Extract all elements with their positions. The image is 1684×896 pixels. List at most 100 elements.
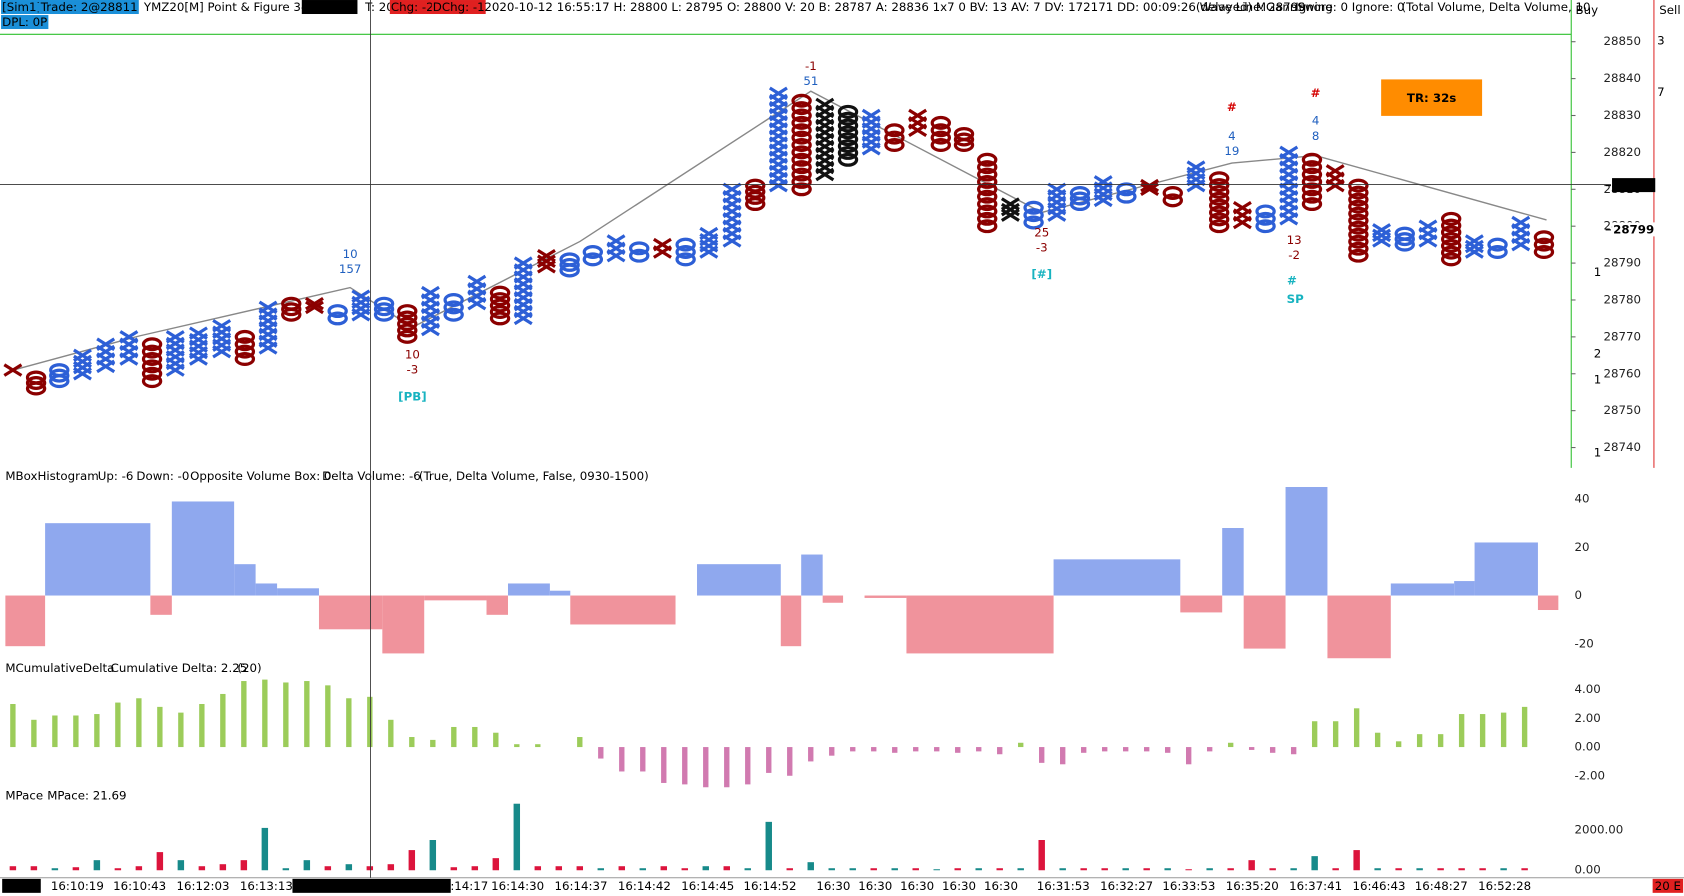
o-box <box>1487 245 1508 259</box>
pnf-column <box>489 285 511 326</box>
time-label: 16:32:27 <box>1100 879 1153 893</box>
pnf-column <box>1186 160 1206 193</box>
pace-bar <box>807 862 814 871</box>
x-box <box>722 234 742 248</box>
cumulative-bar <box>241 681 247 748</box>
buy-label: Buy <box>1576 3 1599 17</box>
x-box <box>1232 215 1252 230</box>
header-ticks: T: 20 <box>364 0 394 14</box>
pace-bar <box>9 866 17 871</box>
cumulative-bar <box>1081 747 1087 753</box>
pace-bar <box>261 827 269 871</box>
pnf-column <box>559 252 580 278</box>
pace-bar <box>1248 860 1255 871</box>
cumulative-bar <box>1018 742 1024 748</box>
o-box <box>791 152 812 167</box>
pnf-column <box>606 234 626 263</box>
o-box <box>1208 171 1230 186</box>
o-box <box>327 304 348 319</box>
pnf-column <box>815 97 835 182</box>
o-box <box>976 167 998 182</box>
o-box <box>25 376 47 390</box>
x-box <box>305 296 324 311</box>
histogram-delta: Delta Volume: -6 <box>322 469 421 483</box>
o-box <box>489 311 511 326</box>
time-label: 16:14:42 <box>618 879 671 893</box>
o-box <box>930 115 952 130</box>
x-box <box>815 167 835 182</box>
pnf-column <box>675 237 696 267</box>
time-label: Mon 2020-10-12 16:13:45 <box>295 879 449 893</box>
pace-title: MPace <box>5 789 43 803</box>
o-box <box>1440 238 1462 253</box>
pace-bar <box>1416 868 1423 871</box>
delta-box <box>1537 595 1559 611</box>
o-box <box>1394 237 1415 252</box>
pnf-column <box>513 256 533 326</box>
y-tick-label: 20 <box>1574 540 1589 554</box>
o-box <box>1208 191 1230 206</box>
cumulative-period: (20) <box>237 661 261 675</box>
cumulative-bar <box>178 712 184 748</box>
pace-bar <box>408 850 416 871</box>
delta-box <box>697 564 781 596</box>
pnf-column <box>73 348 92 381</box>
x-box <box>165 363 185 377</box>
header-trade: Trade: 2@28811 <box>40 0 138 14</box>
pnf-column <box>1232 201 1252 230</box>
o-box <box>675 245 696 259</box>
cumulative-bar <box>997 747 1003 755</box>
cumulative-bar <box>346 698 352 748</box>
pace-bar <box>93 860 101 871</box>
o-box <box>1023 215 1044 230</box>
o-box <box>791 123 812 138</box>
delta-box <box>45 523 151 596</box>
pace-bar <box>1479 868 1486 871</box>
cumulative-bar <box>1269 747 1276 753</box>
o-box <box>397 323 418 338</box>
o-box <box>1394 232 1415 247</box>
o-box <box>1348 227 1369 242</box>
pnf-column <box>1255 204 1276 234</box>
o-box <box>1440 225 1462 240</box>
pace-bar <box>1353 850 1360 871</box>
o-box <box>1348 206 1369 221</box>
x-box <box>1140 178 1160 193</box>
side-count: 1 <box>1594 372 1602 386</box>
delta-box <box>277 588 319 596</box>
o-box <box>1348 178 1369 193</box>
pnf-column <box>189 326 208 366</box>
y-tick-label: -2.00 <box>1574 768 1605 782</box>
o-box <box>234 344 256 359</box>
cumulative-bar <box>577 737 583 748</box>
pnf-column <box>1348 178 1369 263</box>
o-box <box>976 219 998 234</box>
o-box <box>141 344 163 359</box>
cumulative-bar <box>1332 721 1339 748</box>
o-box <box>397 329 418 344</box>
o-box <box>1069 197 1091 212</box>
cumulative-bar <box>1060 747 1066 765</box>
pnf-column <box>1487 237 1508 259</box>
time-label: 16:14:30 <box>491 879 544 893</box>
o-box <box>234 337 256 352</box>
cumulative-bar <box>52 715 58 748</box>
pnf-column <box>884 123 905 152</box>
o-box <box>976 174 998 189</box>
cumulative-bar <box>1039 747 1045 763</box>
pnf-column <box>373 296 395 322</box>
o-box <box>443 307 464 322</box>
x-box <box>768 178 788 193</box>
side-count: 1 <box>1594 265 1602 279</box>
o-box <box>745 190 766 205</box>
o-box <box>1255 204 1276 219</box>
delta-box <box>171 501 235 596</box>
o-box <box>25 381 47 396</box>
o-box <box>443 293 464 307</box>
cumulative-bar <box>409 737 415 748</box>
x-box <box>908 123 928 137</box>
x-box <box>1511 237 1531 252</box>
o-box <box>629 241 650 256</box>
time-label: 16:35:20 <box>1226 879 1279 893</box>
